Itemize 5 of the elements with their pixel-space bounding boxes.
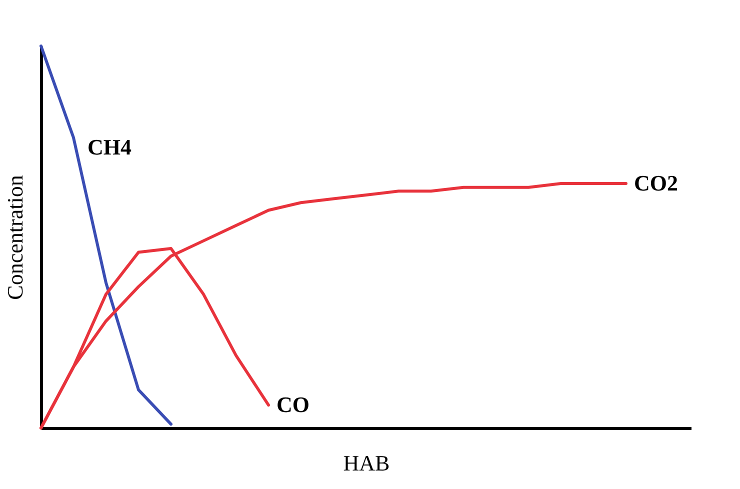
y-axis-title: Concentration xyxy=(2,175,28,300)
series-label: CO xyxy=(276,392,310,418)
series-label: CO2 xyxy=(634,170,678,196)
x-axis-title: HAB xyxy=(343,450,390,476)
series-label: CH4 xyxy=(88,134,132,160)
